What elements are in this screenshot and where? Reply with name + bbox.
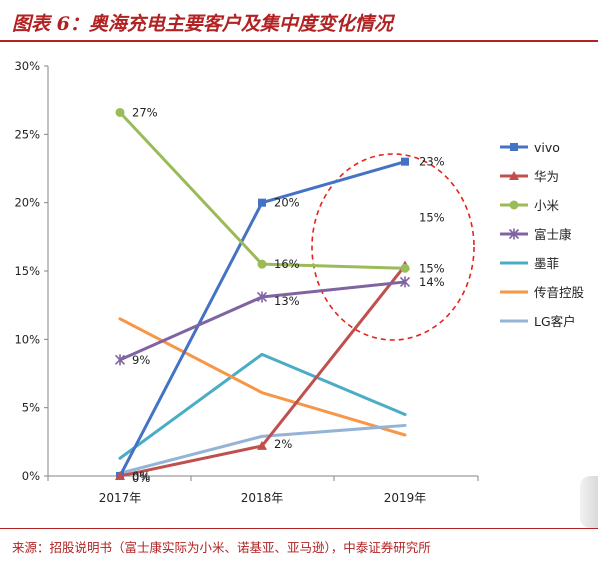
legend-marker-0: [510, 143, 518, 151]
series-line-6: [118, 423, 407, 475]
data-label: 0%: [132, 469, 150, 483]
data-point: [114, 354, 126, 366]
data-label: 27%: [132, 105, 158, 119]
legend-label-5: 传音控股: [534, 285, 585, 300]
y-tick-label: 30%: [14, 59, 40, 73]
data-label: 20%: [274, 196, 300, 210]
footer-divider: [0, 528, 598, 529]
legend-label-2: 小米: [534, 198, 560, 213]
data-label: 9%: [132, 353, 150, 367]
x-tick-label: 2017年: [99, 491, 142, 505]
y-tick-label: 0%: [22, 469, 40, 483]
data-label: 23%: [419, 155, 445, 169]
line-chart: 0% 5% 10% 15% 20% 25% 30% 2017年 2018年 2019年 0% 20% 2…: [14, 59, 585, 505]
legend-label-3: 富士康: [534, 227, 572, 242]
data-point: [257, 440, 267, 450]
series-line-5: [118, 317, 407, 437]
data-point: [401, 157, 409, 166]
legend-label-0: vivo: [534, 140, 560, 155]
series-line-2: [118, 110, 407, 270]
data-point: [258, 198, 266, 207]
data-label: 2%: [274, 437, 292, 451]
title-bar: 图表 6：奥海充电主要客户及集中度变化情况: [0, 0, 598, 42]
legend-label-1: 华为: [534, 169, 559, 184]
chart-figure-title: 图表 6：奥海充电主要客户及集中度变化情况: [12, 13, 393, 35]
x-tick-label: 2019年: [384, 491, 427, 505]
data-label: 14%: [419, 275, 445, 289]
x-tick-label: 2018年: [241, 491, 284, 505]
highlight-ellipse: [311, 153, 475, 341]
y-tick-label: 5%: [22, 401, 40, 415]
legend-marker-1: [509, 171, 519, 180]
data-label: 0%: [132, 471, 150, 485]
legend-marker-2: [509, 200, 519, 210]
series-line-4: [118, 352, 407, 460]
legend-label-6: LG客户: [534, 314, 576, 329]
data-point: [257, 259, 267, 269]
y-tick-label: 20%: [14, 196, 40, 210]
source-note: 来源：招股说明书（富士康实际为小米、诺基亚、亚马逊），中泰证券研究所: [12, 540, 431, 555]
data-label: 16%: [274, 257, 300, 271]
legend-label-4: 墨菲: [534, 256, 559, 271]
y-tick-label: 15%: [14, 264, 40, 278]
data-point: [115, 471, 125, 480]
legend-marker-3: [508, 228, 520, 240]
data-point: [400, 263, 410, 273]
data-label: 15%: [419, 261, 445, 275]
y-tick-label: 25%: [14, 127, 40, 141]
data-point: [399, 276, 411, 288]
data-point: [115, 107, 125, 117]
data-label: 13%: [274, 294, 300, 308]
y-tick-label: 10%: [14, 332, 40, 346]
scroll-edge-tab: [580, 476, 598, 528]
data-label: 15%: [419, 211, 445, 225]
data-point: [256, 291, 268, 303]
